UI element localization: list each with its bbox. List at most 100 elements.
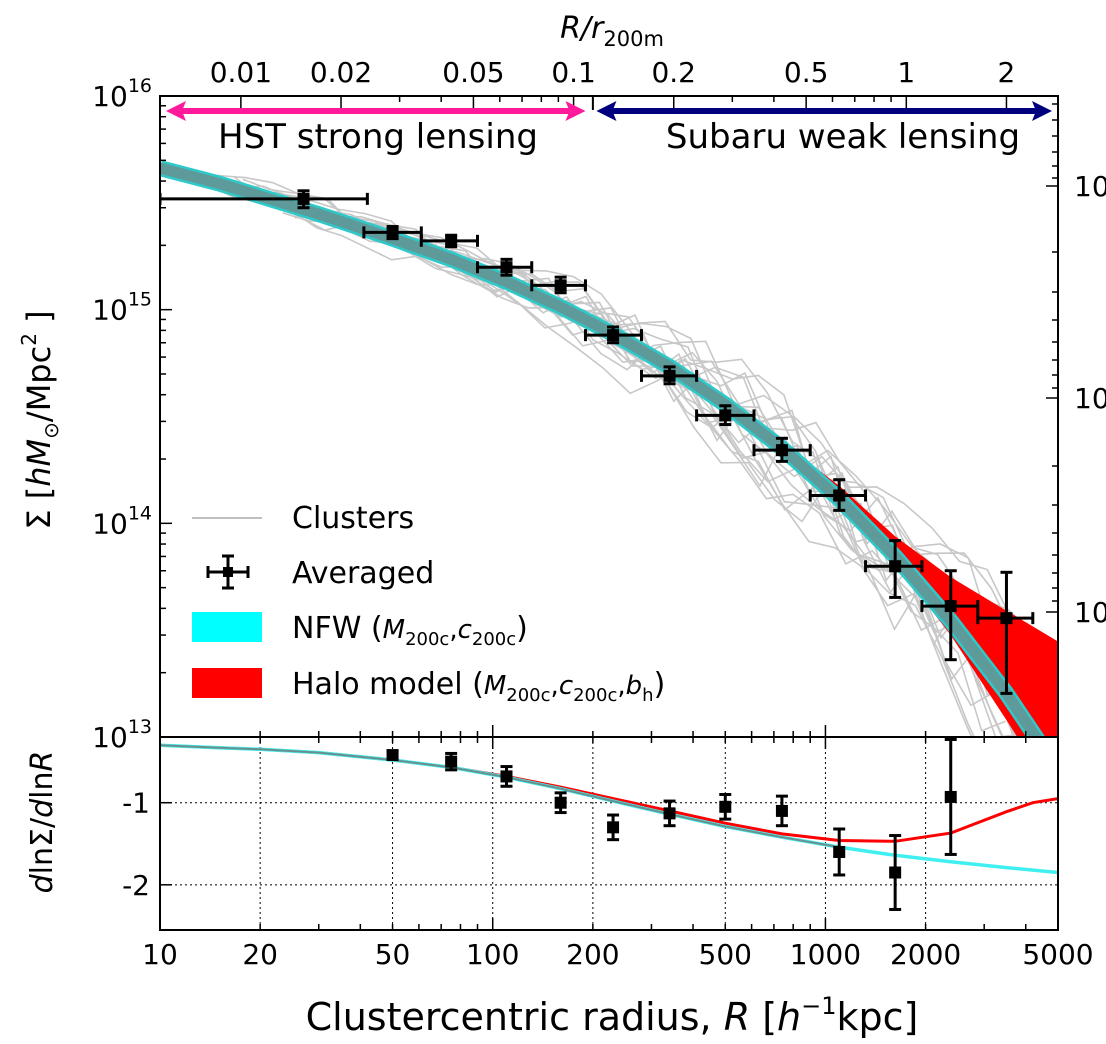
averaged-point-bottom <box>663 799 676 828</box>
hst-region-arrowhead-right <box>565 101 586 121</box>
top-panel-plot-area <box>160 160 1058 737</box>
bottom-panel-plot-area <box>160 737 1058 930</box>
averaged-point-bottom <box>500 765 513 788</box>
averaged-point-bottom <box>445 751 458 772</box>
averaged-point-top <box>695 404 756 427</box>
averaged-point-top <box>808 478 868 512</box>
averaged-point-bottom <box>607 813 620 842</box>
legend-halo-label: Halo model (M200c,c200c,bh) <box>292 667 665 706</box>
averaged-point-bottom <box>944 737 957 856</box>
cluster-profile-line <box>217 174 1024 737</box>
x-tick-label: 100 <box>466 938 519 971</box>
averaged-marker <box>833 489 846 502</box>
y-tick-label-bottom: -1 <box>122 787 150 820</box>
tick-marks <box>159 95 1059 930</box>
slope-marker <box>607 821 620 834</box>
x-tick-label: 5000 <box>1022 938 1093 971</box>
subaru-region-label: Subaru weak lensing <box>666 117 1020 157</box>
y-tick-label-top: 1016 <box>92 75 152 113</box>
x-axis-label: Clustercentric radius, R [h−1kpc] <box>306 992 919 1039</box>
averaged-marker <box>386 226 399 239</box>
averaged-point-bottom <box>889 834 902 911</box>
top-axis-tick-label: 0.2 <box>651 56 696 89</box>
x-tick-label: 20 <box>242 938 278 971</box>
top-axis-label: R/r200m <box>560 11 664 51</box>
averaged-point-top <box>160 189 369 210</box>
averaged-point-top <box>583 325 643 345</box>
legend-halo-swatch <box>192 668 262 698</box>
averaged-marker <box>554 279 567 292</box>
top-axis-tick-label: 0.02 <box>310 56 372 89</box>
cluster-profile-line <box>213 185 1044 733</box>
subaru-region-arrowhead-right <box>1032 101 1052 121</box>
y-tick-label-top: 1014 <box>92 502 152 540</box>
axes-frames <box>159 95 1059 931</box>
averaged-marker <box>775 444 788 457</box>
averaged-point-top <box>530 275 587 295</box>
slope-marker <box>944 790 957 803</box>
right-axis-tick-label: 10 <box>1074 382 1106 415</box>
x-tick-label: 1000 <box>790 938 861 971</box>
y-tick-label-top: 1013 <box>92 716 152 754</box>
slope-marker <box>500 770 513 783</box>
nfw-slope-line <box>160 743 1058 875</box>
x-tick-label: 200 <box>566 938 619 971</box>
slope-marker <box>833 845 846 858</box>
x-tick-label: 50 <box>375 938 411 971</box>
x-tick-label: 10 <box>142 938 178 971</box>
right-axis-tick-label: 10 <box>1074 596 1106 629</box>
slope-marker <box>445 755 458 768</box>
legend-clusters-label: Clusters <box>292 501 414 536</box>
averaged-point-top <box>864 539 924 599</box>
top-axis-tick-label: 0.1 <box>551 56 596 89</box>
y-tick-label-top: 1015 <box>92 289 152 327</box>
averaged-marker <box>889 560 902 573</box>
averaged-marker <box>719 409 732 422</box>
slope-marker <box>386 749 399 762</box>
averaged-marker <box>944 600 957 613</box>
averaged-point-top <box>639 365 699 386</box>
hst-region-label: HST strong lensing <box>218 117 538 157</box>
averaged-marker <box>607 329 620 342</box>
top-axis-tick-label: 0.5 <box>784 56 829 89</box>
x-tick-label: 2000 <box>890 938 961 971</box>
averaged-point-top <box>752 436 812 463</box>
bottom-grid <box>160 737 1058 930</box>
averaged-point-top <box>362 225 423 241</box>
slope-marker <box>719 800 732 813</box>
subaru-region-arrowhead-left <box>596 101 617 121</box>
averaged-marker <box>445 234 458 247</box>
averaged-marker <box>663 369 676 382</box>
cluster-profile-line <box>294 213 1006 732</box>
averaged-point-top <box>976 570 1035 695</box>
bottom-panel-frame <box>159 736 1059 931</box>
averaged-point-bottom <box>554 791 567 815</box>
y-tick-label-bottom: -2 <box>122 869 150 902</box>
averaged-point-bottom <box>833 827 846 877</box>
averaged-point-top <box>475 257 534 277</box>
halo-model-band <box>725 401 1058 737</box>
averaged-marker <box>500 261 513 274</box>
legend-nfw-label: NFW (M200c,c200c) <box>292 611 528 650</box>
top-axis-tick-label: 1 <box>897 56 915 89</box>
legend-nfw-swatch <box>192 612 262 642</box>
tick-labels: 0.01 0.02 0.05 0.1 0.2 0.5 1 2 10 20 50 100 200 500 10… <box>92 56 1106 971</box>
averaged-marker <box>297 192 310 205</box>
averaged-marker <box>1000 612 1013 625</box>
legend-averaged-label: Averaged <box>292 556 434 591</box>
bottom-y-axis-label: dlnΣ/dlnR <box>25 751 60 894</box>
cluster-profile-line <box>260 195 975 737</box>
slope-marker <box>775 804 788 817</box>
averaged-point-top <box>920 569 980 662</box>
region-annotations: HST strong lensing Subaru weak lensing <box>166 101 1052 157</box>
slope-marker <box>554 796 567 809</box>
hst-region-arrowhead-left <box>166 101 186 121</box>
averaged-point-bottom <box>386 749 399 762</box>
legend-averaged-swatch <box>206 554 250 590</box>
top-axis-tick-label: 0.01 <box>210 56 272 89</box>
top-axis-tick-label: 0.05 <box>442 56 504 89</box>
averaged-point-bottom <box>719 792 732 821</box>
slope-marker <box>663 807 676 820</box>
averaged-point-top <box>419 233 479 249</box>
